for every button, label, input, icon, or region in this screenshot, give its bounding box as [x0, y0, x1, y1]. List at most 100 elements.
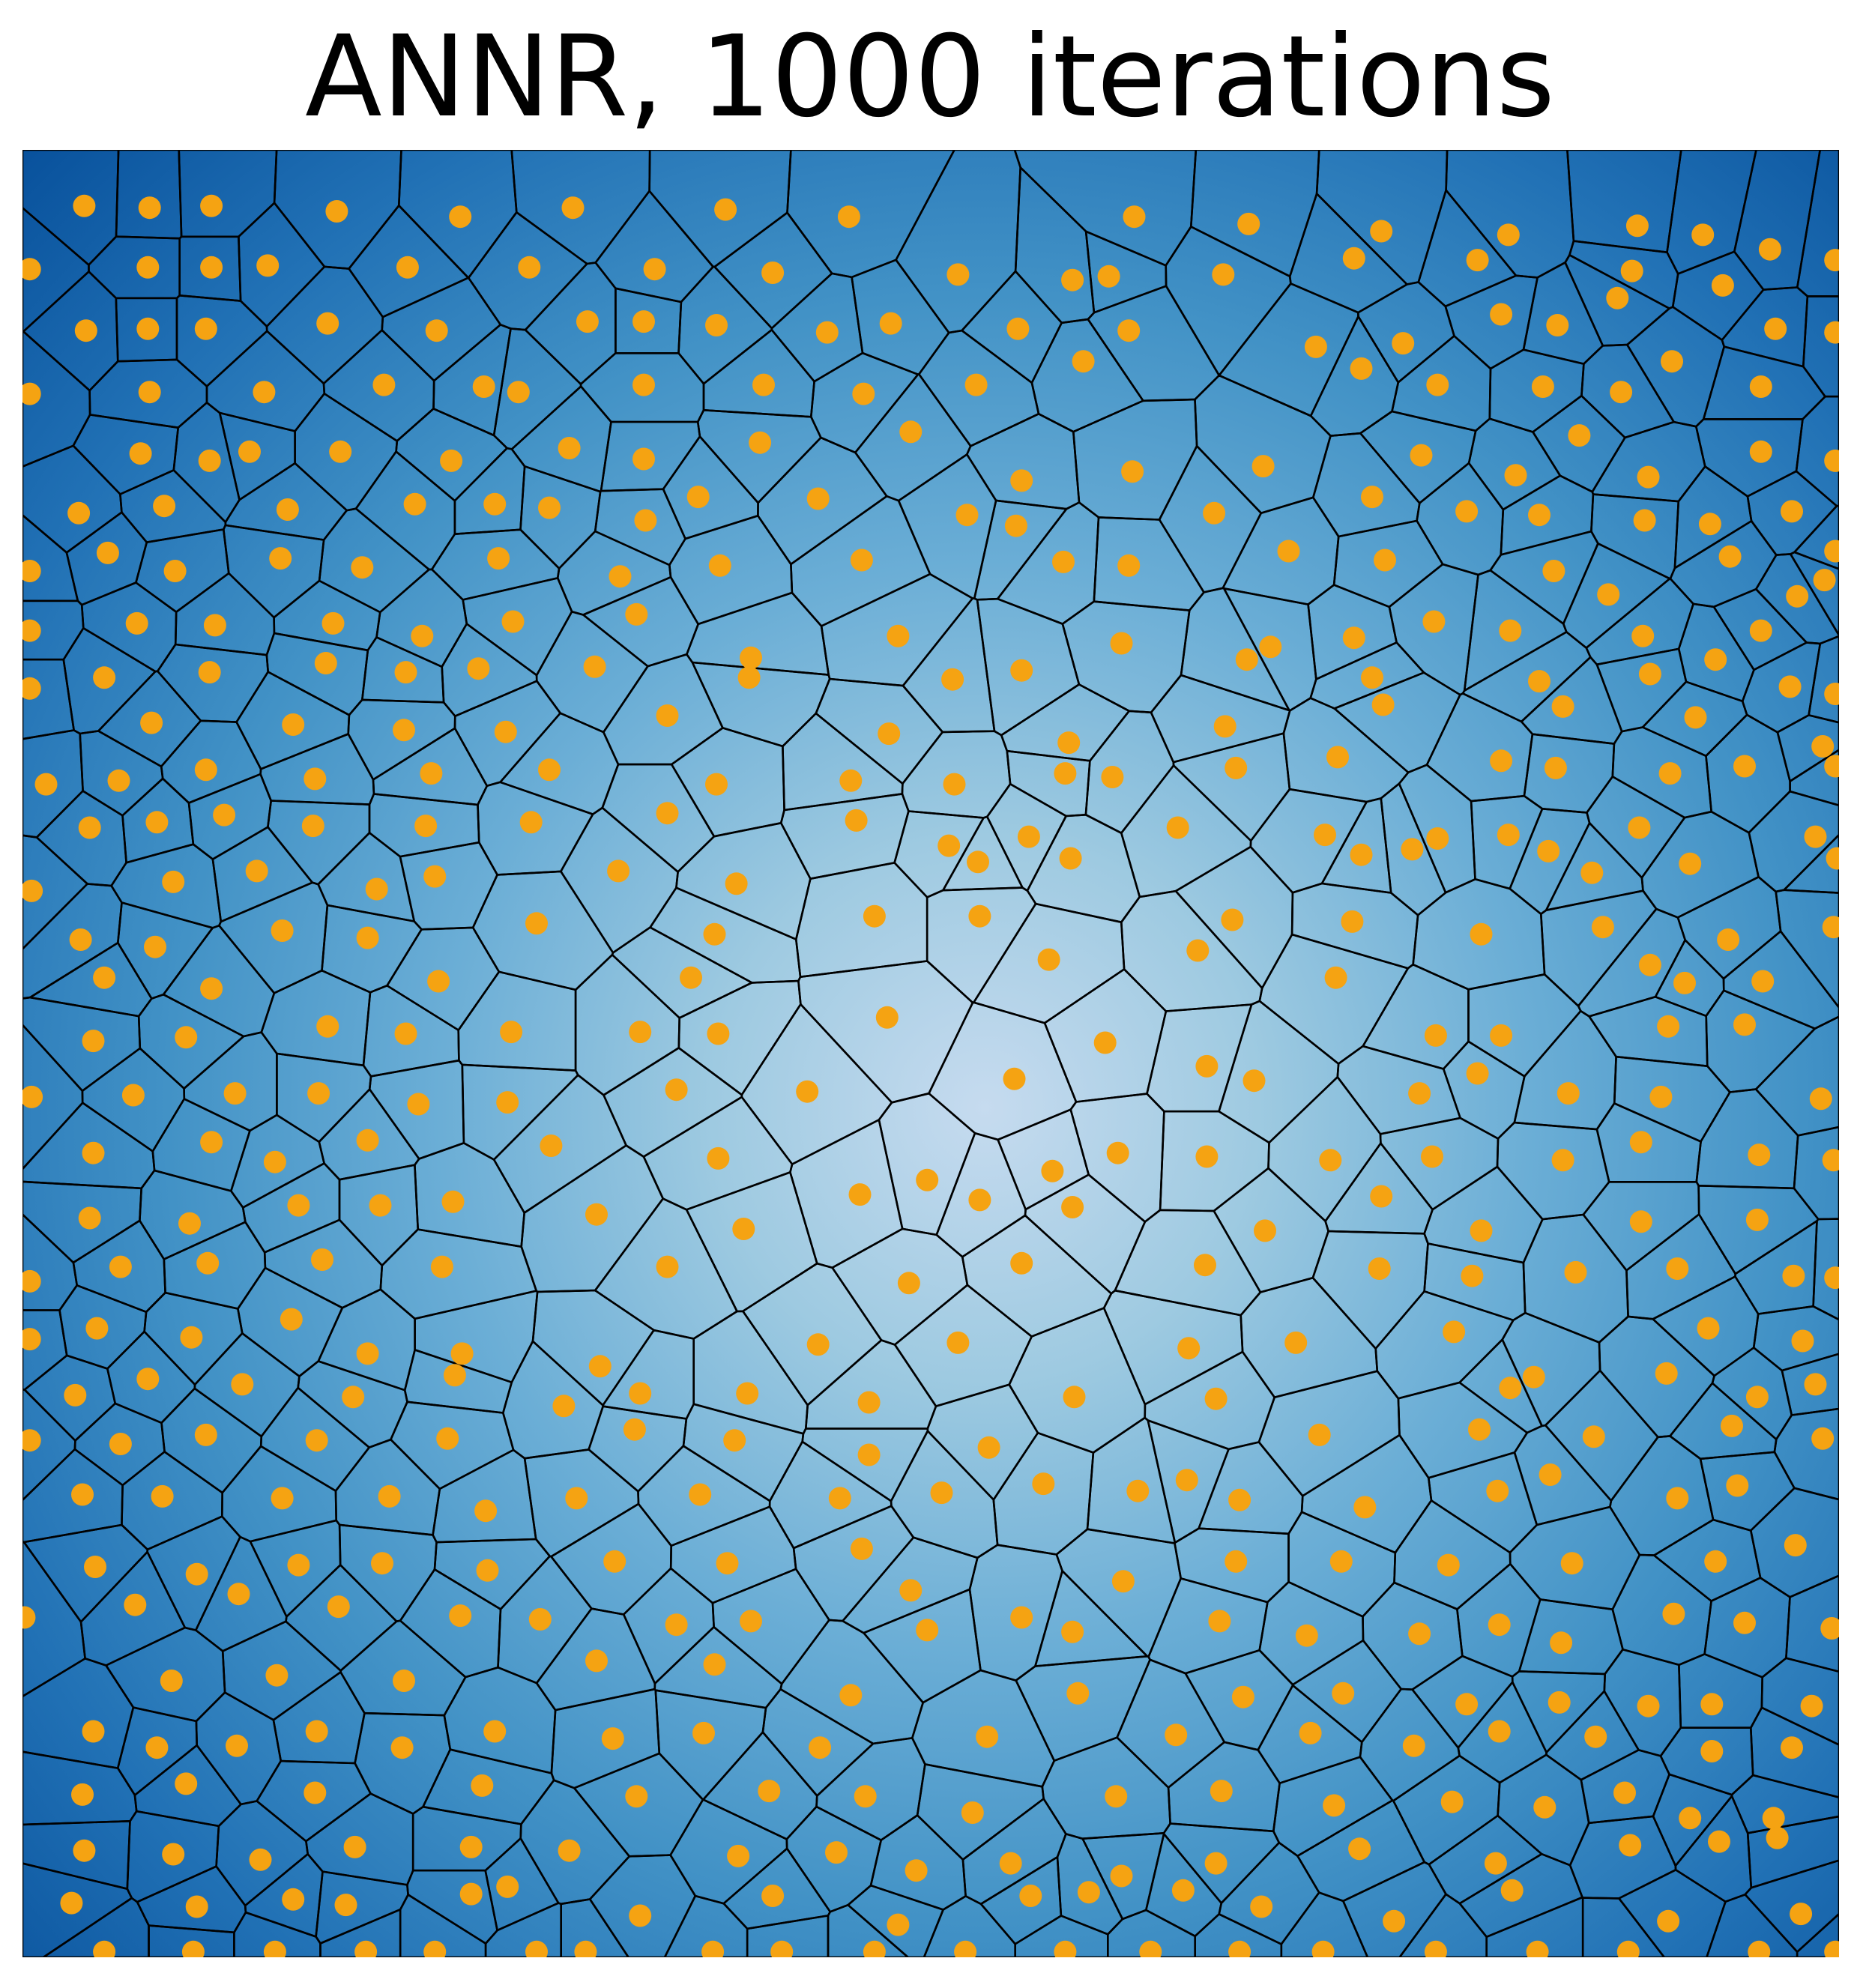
data-point — [1745, 1386, 1769, 1409]
data-point — [145, 811, 169, 834]
data-point — [1620, 259, 1643, 283]
chart-title: ANNR, 1000 iterations — [305, 12, 1555, 142]
data-point — [1824, 755, 1839, 778]
data-point — [1177, 1337, 1201, 1360]
data-point — [1295, 1624, 1318, 1647]
data-point — [394, 661, 417, 684]
data-point — [1490, 1024, 1513, 1047]
data-point — [249, 1848, 272, 1871]
data-point — [1717, 928, 1740, 951]
data-point — [496, 1091, 519, 1114]
data-point — [1368, 1257, 1391, 1280]
data-point — [371, 1552, 393, 1575]
data-point — [879, 312, 902, 335]
data-point — [1544, 756, 1567, 779]
voronoi-plot — [22, 150, 1839, 1957]
data-point — [178, 1212, 201, 1235]
data-point — [796, 1080, 819, 1103]
data-point — [1004, 514, 1027, 537]
data-point — [1175, 1469, 1198, 1492]
data-point — [1284, 1331, 1308, 1354]
voronoi-cell — [560, 1898, 629, 1957]
data-point — [1606, 286, 1629, 309]
data-point — [1726, 1474, 1749, 1497]
data-point — [878, 722, 901, 746]
data-point — [1228, 1940, 1251, 1957]
data-point — [136, 317, 160, 340]
data-point — [22, 382, 41, 405]
voronoi-cell — [414, 1142, 526, 1248]
data-point — [507, 381, 530, 404]
data-point — [1657, 1015, 1680, 1038]
data-point — [1126, 1479, 1150, 1502]
data-point — [271, 1487, 294, 1510]
data-point — [930, 1481, 953, 1505]
data-point — [561, 196, 585, 220]
data-point — [1277, 540, 1300, 563]
data-point — [725, 872, 748, 895]
data-point — [423, 865, 447, 888]
data-point — [809, 1736, 832, 1759]
data-point — [1110, 632, 1133, 655]
data-point — [82, 1720, 105, 1743]
data-point — [316, 312, 339, 335]
data-point — [1568, 424, 1591, 447]
data-point — [946, 1331, 970, 1354]
data-point — [1003, 1067, 1026, 1090]
data-point — [314, 652, 337, 674]
data-point — [1822, 1149, 1839, 1172]
data-point — [1631, 624, 1655, 647]
data-point — [1010, 659, 1033, 682]
data-point — [1531, 375, 1554, 398]
data-point — [1784, 1534, 1807, 1557]
data-point — [1822, 916, 1839, 939]
data-point — [1117, 554, 1141, 577]
data-point — [1032, 1472, 1055, 1496]
data-point — [943, 773, 966, 796]
data-point — [1666, 1487, 1689, 1510]
data-point — [1466, 1062, 1489, 1085]
data-point — [629, 1021, 652, 1044]
data-point — [1488, 1613, 1511, 1637]
data-point — [707, 1146, 730, 1170]
data-point — [727, 1844, 750, 1867]
data-point — [665, 1613, 688, 1637]
data-point — [1584, 1725, 1607, 1748]
data-point — [78, 1206, 101, 1230]
data-point — [1762, 1807, 1785, 1830]
data-point — [1251, 455, 1275, 478]
data-point — [1721, 1414, 1743, 1437]
data-point — [528, 1608, 552, 1631]
data-point — [1751, 970, 1775, 993]
data-point — [356, 1129, 379, 1152]
data-point — [999, 1852, 1022, 1875]
data-point — [828, 1487, 851, 1510]
data-point — [1166, 816, 1189, 839]
data-point — [1662, 1602, 1685, 1625]
data-point — [1633, 509, 1656, 532]
data-point — [1057, 731, 1081, 755]
data-point — [1811, 735, 1835, 758]
data-point — [1225, 1550, 1248, 1573]
data-point — [459, 1835, 483, 1858]
data-point — [238, 440, 261, 463]
data-point — [394, 1022, 417, 1045]
data-point — [603, 1550, 626, 1573]
data-point — [1691, 223, 1715, 247]
data-point — [71, 1483, 94, 1506]
data-point — [1786, 584, 1809, 608]
data-point — [496, 1875, 519, 1898]
data-point — [1548, 1691, 1571, 1714]
data-point — [1704, 648, 1727, 671]
data-point — [656, 802, 679, 825]
data-point — [73, 1839, 96, 1862]
data-point — [1661, 350, 1683, 373]
data-point — [1813, 569, 1836, 592]
data-point — [643, 258, 666, 281]
data-point — [163, 560, 187, 582]
data-point — [369, 1194, 392, 1217]
data-point — [1323, 1794, 1346, 1817]
data-point — [1455, 1693, 1479, 1716]
data-point — [483, 492, 507, 516]
data-point — [185, 1562, 208, 1586]
